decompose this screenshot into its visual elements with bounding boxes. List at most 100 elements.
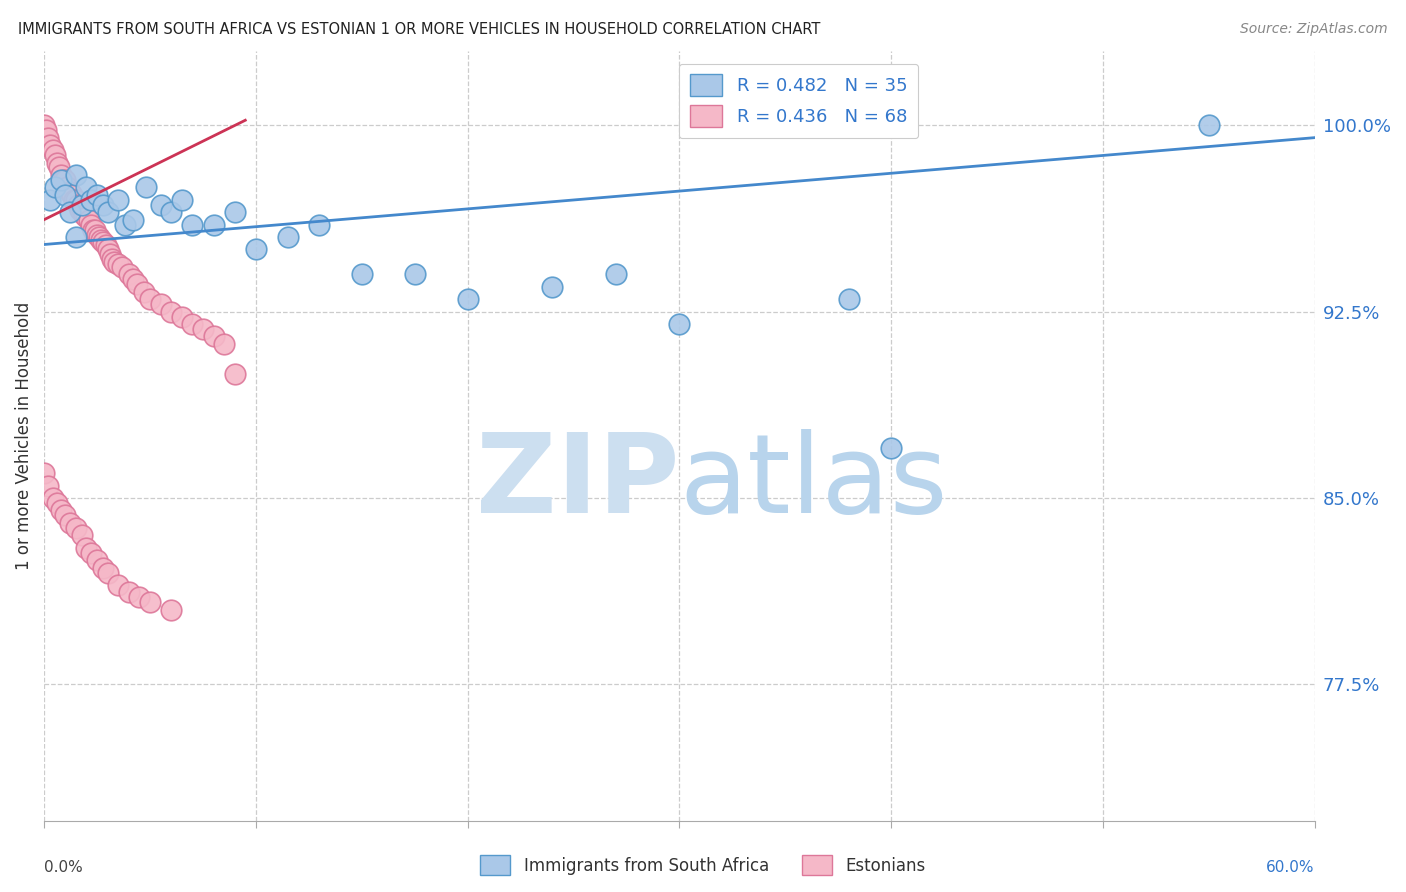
Legend: R = 0.482   N = 35, R = 0.436   N = 68: R = 0.482 N = 35, R = 0.436 N = 68 <box>679 63 918 138</box>
Point <box>32 466 55 480</box>
Point <box>60 187 83 202</box>
Point <box>80 546 103 560</box>
Point <box>170 310 193 324</box>
Point <box>541 279 564 293</box>
Point <box>181 218 204 232</box>
Point <box>84 222 107 236</box>
Point <box>49 173 72 187</box>
Point <box>308 218 330 232</box>
Point <box>107 257 129 271</box>
Point <box>224 205 246 219</box>
Point <box>32 118 55 132</box>
Point <box>277 230 299 244</box>
Point <box>132 285 155 299</box>
Text: 0.0%: 0.0% <box>44 860 83 874</box>
Point <box>58 205 80 219</box>
Point <box>53 173 76 187</box>
Point <box>118 268 141 282</box>
Point <box>838 292 860 306</box>
Point <box>65 521 87 535</box>
Point <box>45 155 67 169</box>
Point <box>93 198 115 212</box>
Point <box>75 210 97 224</box>
Point <box>97 243 120 257</box>
Point <box>1198 118 1220 132</box>
Point <box>128 591 150 605</box>
Point <box>93 560 115 574</box>
Text: ZIP: ZIP <box>477 428 679 535</box>
Point <box>880 442 903 456</box>
Point <box>56 180 79 194</box>
Point <box>93 235 115 249</box>
Point <box>80 193 103 207</box>
Point <box>122 212 145 227</box>
Point <box>114 218 136 232</box>
Point <box>70 528 93 542</box>
Point <box>75 541 97 555</box>
Point <box>191 322 214 336</box>
Point <box>139 292 162 306</box>
Legend: Immigrants from South Africa, Estonians: Immigrants from South Africa, Estonians <box>481 855 925 875</box>
Point <box>97 566 120 580</box>
Point <box>605 268 627 282</box>
Y-axis label: 1 or more Vehicles in Household: 1 or more Vehicles in Household <box>15 301 32 570</box>
Point <box>39 193 62 207</box>
Point <box>181 317 204 331</box>
Point <box>65 193 87 207</box>
Point <box>135 180 157 194</box>
Point <box>202 218 225 232</box>
Point <box>97 205 120 219</box>
Point <box>49 503 72 517</box>
Point <box>111 260 134 274</box>
Point <box>37 130 59 145</box>
Point <box>404 268 426 282</box>
Text: IMMIGRANTS FROM SOUTH AFRICA VS ESTONIAN 1 OR MORE VEHICLES IN HOUSEHOLD CORRELA: IMMIGRANTS FROM SOUTH AFRICA VS ESTONIAN… <box>18 22 821 37</box>
Point <box>202 329 225 343</box>
Text: Source: ZipAtlas.com: Source: ZipAtlas.com <box>1240 22 1388 37</box>
Point <box>82 222 104 236</box>
Point <box>160 304 183 318</box>
Point <box>41 143 63 157</box>
Point <box>37 478 59 492</box>
Point <box>98 247 121 261</box>
Point <box>160 205 183 219</box>
Point <box>45 496 67 510</box>
Point <box>35 123 58 137</box>
Point <box>118 585 141 599</box>
Point <box>53 508 76 523</box>
Point <box>65 230 87 244</box>
Point <box>457 292 479 306</box>
Point <box>77 212 100 227</box>
Point <box>245 243 267 257</box>
Point <box>103 255 125 269</box>
Point <box>170 193 193 207</box>
Point <box>70 202 93 217</box>
Point <box>41 491 63 505</box>
Point <box>49 168 72 182</box>
Point <box>149 198 172 212</box>
Point <box>86 227 108 242</box>
Point <box>58 186 80 200</box>
Point <box>224 367 246 381</box>
Point <box>90 233 112 247</box>
Point <box>44 148 66 162</box>
Point <box>75 180 97 194</box>
Text: 60.0%: 60.0% <box>1267 860 1315 874</box>
Point <box>107 193 129 207</box>
Point <box>69 202 91 217</box>
Point <box>58 516 80 530</box>
Point <box>139 595 162 609</box>
Point <box>212 337 235 351</box>
Point <box>39 138 62 153</box>
Point <box>122 272 145 286</box>
Point <box>350 268 373 282</box>
Point <box>44 180 66 194</box>
Point <box>89 230 111 244</box>
Point <box>66 198 89 212</box>
Point <box>94 237 117 252</box>
Point <box>107 578 129 592</box>
Point <box>73 208 96 222</box>
Point <box>101 252 124 267</box>
Point <box>65 168 87 182</box>
Point <box>160 603 183 617</box>
